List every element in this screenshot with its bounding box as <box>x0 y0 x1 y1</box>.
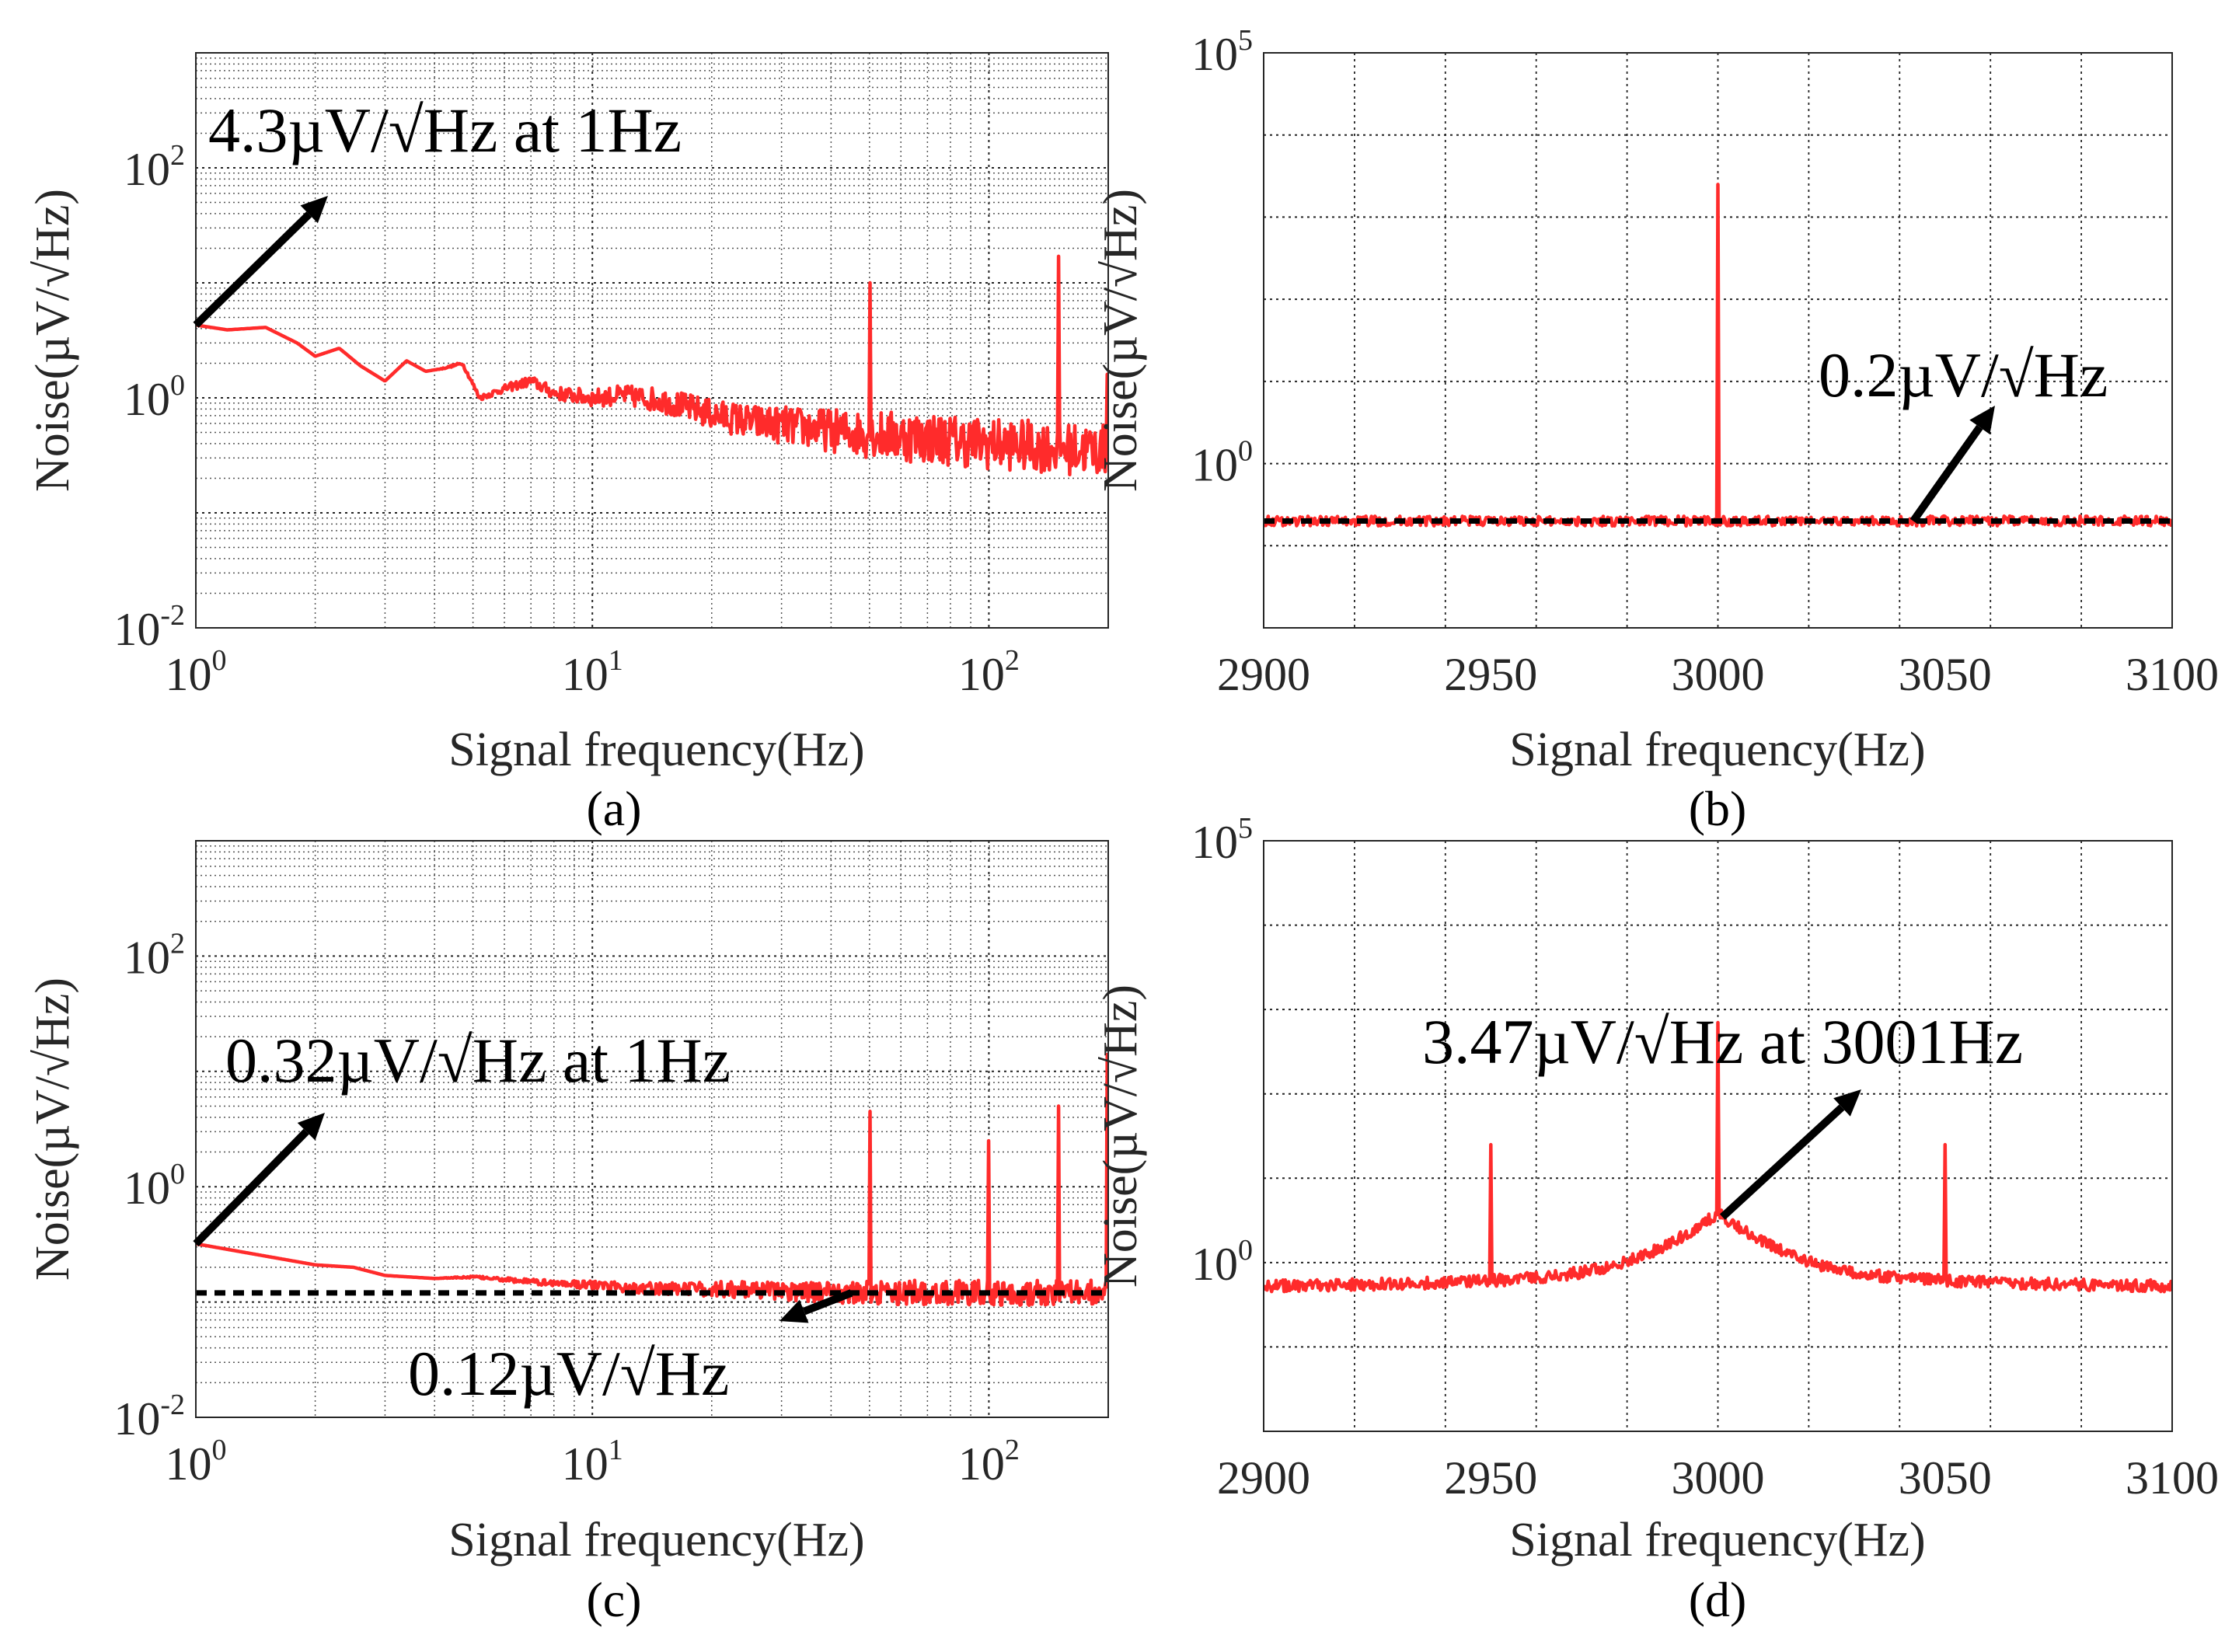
y-axis-label: Noise(µV/√Hz) <box>26 978 79 1281</box>
x-tick-label: 3100 <box>2126 649 2219 700</box>
axes-box <box>1263 52 2173 629</box>
axes-box <box>195 840 1109 1418</box>
y-tick-label: 100 <box>1191 435 1253 491</box>
panel-b: 2900 2950 3000 3050 3100 100 105 Signal frequen… <box>1094 24 2219 836</box>
y-tick-label: 102 <box>124 927 185 983</box>
annotation-label: 0.32µV/√Hz at 1Hz <box>225 1025 731 1096</box>
y-tick-label: 105 <box>1191 812 1253 868</box>
x-tick-label: 2950 <box>1444 649 1537 700</box>
grid <box>1264 841 2172 1431</box>
y-tick-label: 100 <box>124 1158 185 1214</box>
x-tick-label: 2950 <box>1444 1452 1537 1504</box>
x-tick-label: 2900 <box>1217 1452 1310 1504</box>
x-tick-label: 3000 <box>1672 1452 1765 1504</box>
annotation-arrow <box>1909 424 1983 524</box>
annotation-arrow <box>802 1289 853 1316</box>
grid <box>196 841 1108 1417</box>
plot-area <box>196 53 1108 628</box>
series-line-noise <box>1264 1020 2172 1294</box>
x-tick-label: 100 <box>166 1434 227 1490</box>
annotation-arrowhead <box>779 1299 809 1323</box>
x-tick-label: 2900 <box>1217 649 1310 700</box>
y-tick-label: 100 <box>1191 1234 1253 1290</box>
y-tick-label: 100 <box>124 369 185 425</box>
x-tick-label: 3100 <box>2126 1452 2219 1504</box>
y-tick-label: 10-2 <box>113 1389 185 1445</box>
x-tick-label: 3050 <box>1899 649 1992 700</box>
x-tick-label: 3000 <box>1672 649 1765 700</box>
x-tick-label: 100 <box>166 644 227 700</box>
x-tick-label: 101 <box>562 644 623 700</box>
y-axis-label: Noise(µV/√Hz) <box>26 189 79 492</box>
y-tick-label: 102 <box>124 139 185 195</box>
y-axis-label: Noise(µV/√Hz) <box>1094 189 1147 492</box>
annotation-arrow <box>193 1128 309 1247</box>
annotation-label: 4.3µV/√Hz at 1Hz <box>208 95 682 166</box>
x-axis-label: Signal frequency(Hz) <box>448 723 864 776</box>
panel-d: 2900 2950 3000 3050 3100 100 105 Signal frequen… <box>1094 812 2219 1627</box>
y-tick-label: 105 <box>1191 24 1253 80</box>
annotation-label: 0.12µV/√Hz <box>408 1338 729 1409</box>
panel-caption: (c) <box>586 1572 641 1627</box>
panel-caption: (a) <box>586 781 641 836</box>
x-tick-label: 3050 <box>1899 1452 1992 1504</box>
x-axis-label: Signal frequency(Hz) <box>1509 723 1925 776</box>
x-tick-label: 101 <box>562 1434 623 1490</box>
annotation-arrowhead <box>1969 406 1995 434</box>
y-tick-label: 10-2 <box>113 599 185 655</box>
series-line-noise <box>196 254 1108 477</box>
annotation-label: 0.2µV/√Hz <box>1819 340 2108 410</box>
annotation-arrow <box>193 211 312 328</box>
annotation-arrowhead <box>297 1113 325 1141</box>
axes-box <box>195 52 1109 629</box>
plot-area <box>196 841 1108 1417</box>
x-axis-label: Signal frequency(Hz) <box>1509 1514 1925 1567</box>
y-axis-label: Noise(µV/√Hz) <box>1094 985 1147 1288</box>
panel-caption: (d) <box>1689 1572 1747 1627</box>
annotation-label: 3.47µV/√Hz at 3001Hz <box>1422 1006 2023 1077</box>
annotation-arrowhead <box>300 196 328 224</box>
x-tick-label: 102 <box>958 1434 1020 1490</box>
x-axis-label: Signal frequency(Hz) <box>448 1514 864 1567</box>
axes-box <box>1263 840 2173 1432</box>
annotation-arrowhead <box>1833 1089 1861 1117</box>
annotation-arrow <box>1719 1104 1845 1220</box>
grid <box>196 53 1108 628</box>
panel-caption: (b) <box>1689 781 1747 836</box>
x-tick-label: 102 <box>958 644 1020 700</box>
